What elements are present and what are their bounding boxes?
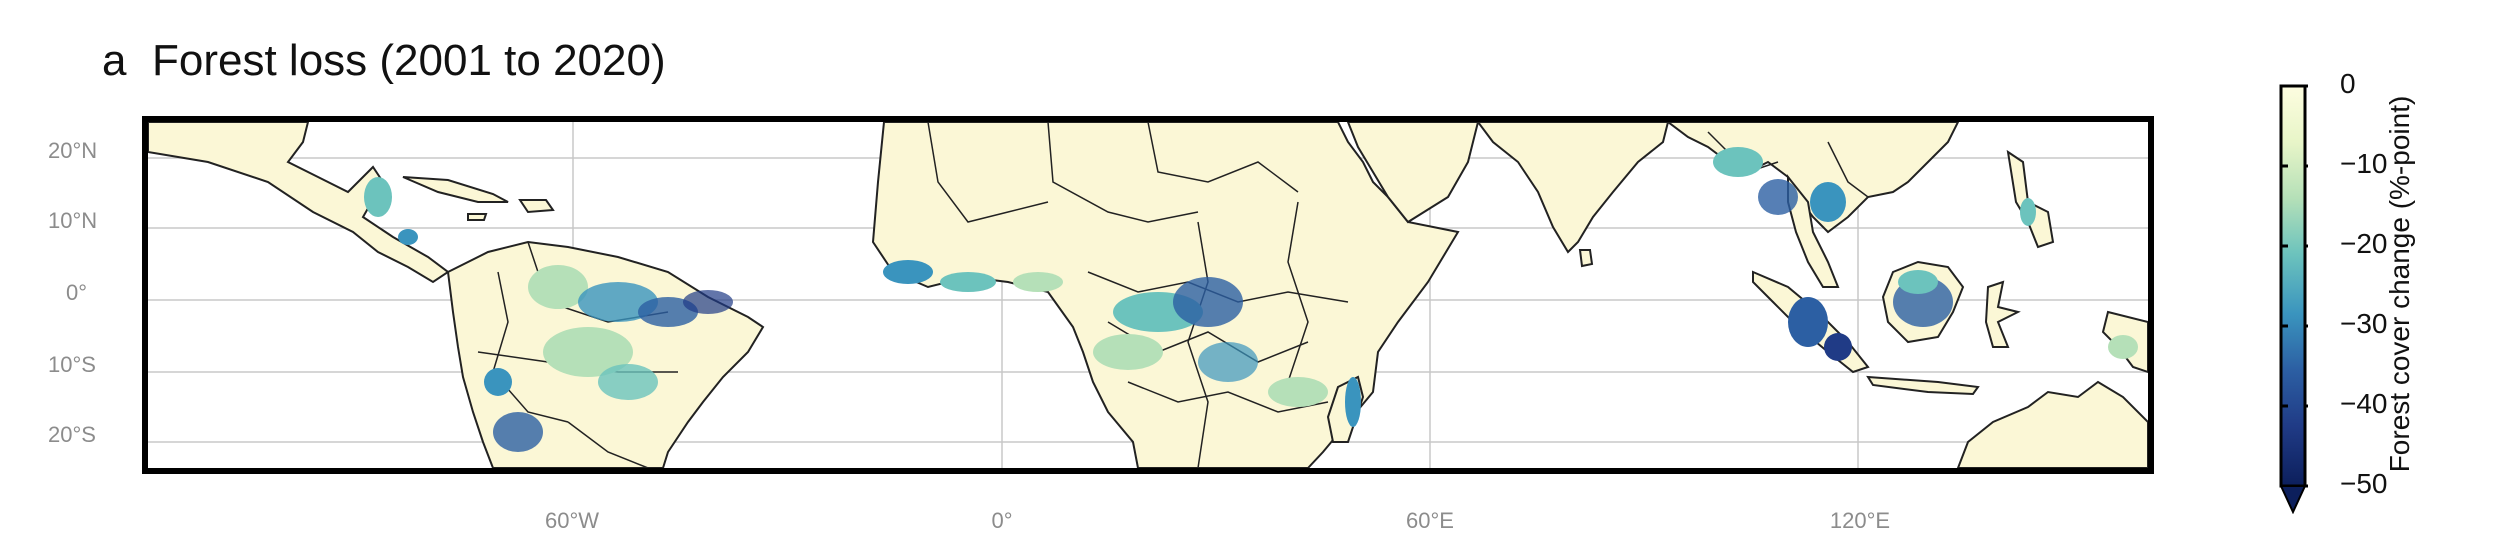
panel-title: Forest loss (2001 to 2020) — [152, 36, 666, 85]
hispaniola-island — [518, 199, 555, 214]
india-land — [1476, 122, 1670, 254]
colorbar-tick-10: −10 — [2340, 148, 2388, 179]
lat-label-equator: 0° — [66, 280, 88, 305]
forest-loss-map — [148, 122, 2148, 468]
colorbar-ticks — [2281, 84, 2308, 488]
lat-label-20n: 20°N — [48, 138, 98, 163]
lon-label-60w: 60°W — [544, 508, 600, 533]
philippines-islands — [2006, 149, 2055, 249]
panel-label: a — [102, 36, 127, 85]
lat-label-10n: 10°N — [48, 208, 98, 233]
sulawesi-island — [1984, 280, 2021, 348]
lat-label-10s: 10°S — [48, 352, 96, 377]
lon-label-0: 0° — [991, 508, 1013, 533]
colorbar-tick-40: −40 — [2340, 388, 2388, 419]
lon-label-120e: 120°E — [1829, 508, 1891, 533]
central-america-land — [148, 122, 450, 284]
colorbar-extend-triangle — [2279, 485, 2307, 514]
southeast-asia-land — [1666, 122, 1960, 234]
java-island — [1866, 375, 1980, 396]
arabia-land — [1346, 122, 1480, 224]
sri-lanka-island — [1578, 249, 1594, 268]
colorbar-tick-30: −30 — [2340, 308, 2388, 339]
australia-land — [1956, 380, 2148, 468]
lat-label-20s: 20°S — [48, 422, 96, 447]
map-panel[interactable] — [142, 116, 2154, 474]
colorbar-tick-20: −20 — [2340, 228, 2388, 259]
malay-peninsula — [1787, 174, 1840, 288]
cuba-island — [402, 176, 509, 203]
lon-label-60e: 60°E — [1406, 508, 1454, 533]
colorbar-gradient — [2279, 84, 2307, 488]
colorbar — [2279, 84, 2308, 514]
colorbar-tick-50: −50 — [2340, 468, 2388, 499]
forest-loss-patches — [364, 147, 2138, 452]
colorbar-title: Forest cover change (%-point) — [2384, 95, 2415, 473]
jamaica-island — [467, 213, 488, 221]
colorbar-tick-0: 0 — [2340, 68, 2356, 99]
